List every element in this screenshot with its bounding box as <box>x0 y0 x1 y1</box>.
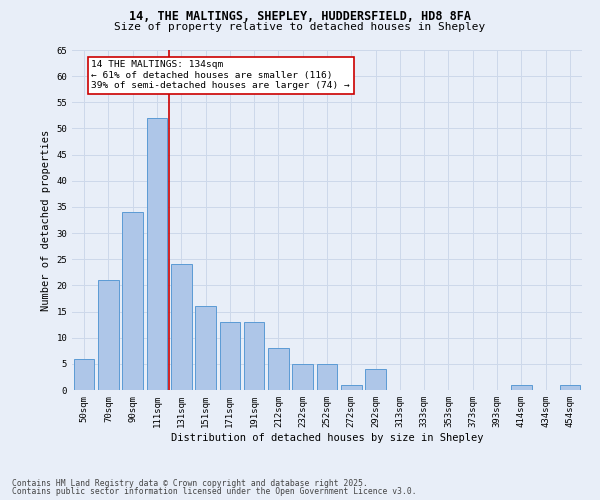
Bar <box>560 385 580 390</box>
Bar <box>122 212 143 390</box>
Bar <box>317 364 337 390</box>
X-axis label: Distribution of detached houses by size in Shepley: Distribution of detached houses by size … <box>171 432 483 442</box>
Bar <box>268 348 289 390</box>
Bar <box>98 280 119 390</box>
Bar <box>74 358 94 390</box>
Text: 14, THE MALTINGS, SHEPLEY, HUDDERSFIELD, HD8 8FA: 14, THE MALTINGS, SHEPLEY, HUDDERSFIELD,… <box>129 10 471 23</box>
Bar <box>341 385 362 390</box>
Text: Size of property relative to detached houses in Shepley: Size of property relative to detached ho… <box>115 22 485 32</box>
Bar <box>195 306 216 390</box>
Bar <box>244 322 265 390</box>
Y-axis label: Number of detached properties: Number of detached properties <box>41 130 51 310</box>
Bar <box>292 364 313 390</box>
Text: Contains HM Land Registry data © Crown copyright and database right 2025.: Contains HM Land Registry data © Crown c… <box>12 478 368 488</box>
Bar <box>220 322 240 390</box>
Bar <box>171 264 191 390</box>
Bar <box>365 369 386 390</box>
Text: Contains public sector information licensed under the Open Government Licence v3: Contains public sector information licen… <box>12 487 416 496</box>
Bar <box>146 118 167 390</box>
Text: 14 THE MALTINGS: 134sqm
← 61% of detached houses are smaller (116)
39% of semi-d: 14 THE MALTINGS: 134sqm ← 61% of detache… <box>91 60 350 90</box>
Bar <box>511 385 532 390</box>
